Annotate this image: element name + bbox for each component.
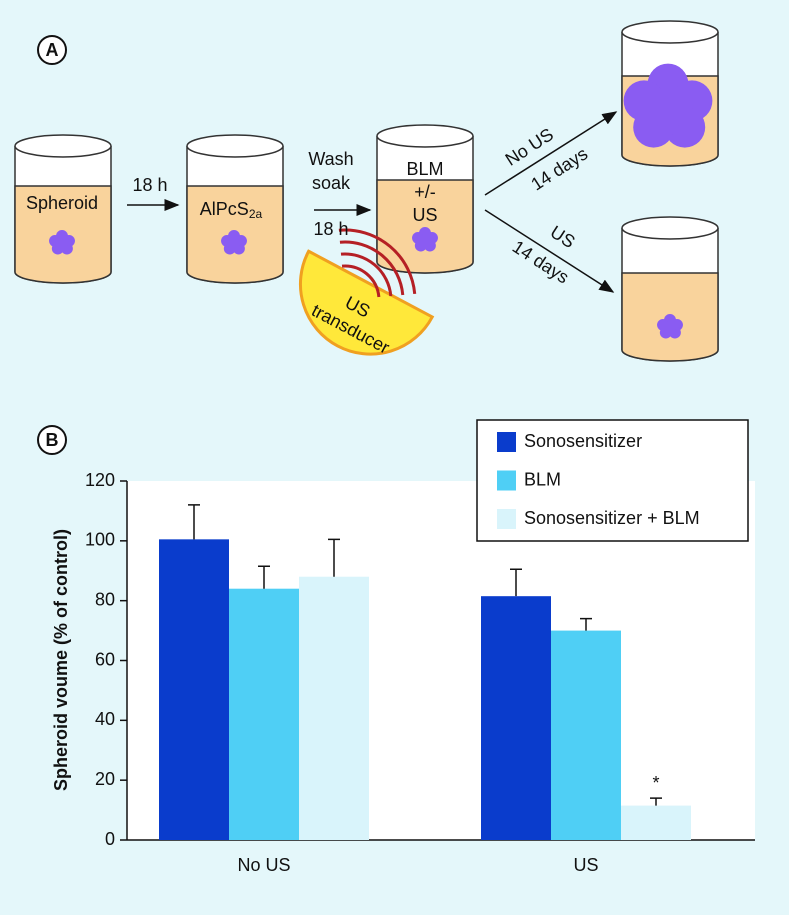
beaker-label: US	[412, 205, 437, 225]
transducer	[298, 249, 435, 356]
ultrasound-wave	[340, 252, 393, 297]
y-tick-label: 0	[105, 829, 115, 849]
diagram-shapes	[14, 20, 719, 362]
beaker-label: Spheroid	[26, 193, 98, 213]
sensitizer-subscript: 2a	[249, 207, 263, 221]
significance-mark: *	[652, 773, 659, 793]
panel-badge	[37, 425, 67, 455]
y-tick-label: 60	[95, 649, 115, 669]
beaker-rim	[621, 20, 719, 44]
panel-label: B	[46, 430, 59, 450]
beaker-rim	[621, 216, 719, 240]
ultrasound-wave	[341, 264, 381, 298]
beaker-label: +/-	[414, 182, 436, 202]
error-bar	[510, 568, 522, 597]
ultrasound-wave	[338, 228, 417, 295]
bar	[159, 539, 229, 840]
spheroid	[56, 237, 68, 249]
step-label: 18 h	[132, 175, 167, 195]
chart: 0 20 40 60 80 100 120 No US US * Sonosensitizer BLM…	[85, 419, 755, 875]
beaker-rim	[376, 124, 474, 148]
y-tick-label: 80	[95, 589, 115, 609]
beaker-rim	[186, 134, 284, 158]
legend-label: Sonosensitizer + BLM	[524, 508, 700, 528]
y-tick-label: 40	[95, 709, 115, 729]
error-bar	[580, 617, 592, 631]
beaker-rim	[14, 134, 112, 158]
step-label: Wash	[308, 149, 353, 169]
panel-label: A	[46, 40, 59, 60]
legend-label: Sonosensitizer	[524, 431, 642, 451]
bar	[481, 596, 551, 840]
panel-badge	[37, 35, 67, 65]
x-tick-label: US	[573, 855, 598, 875]
sensitizer: AlPcS	[200, 199, 249, 219]
spheroid	[419, 234, 431, 246]
ultrasound-wave	[339, 240, 405, 296]
spheroid	[228, 237, 240, 249]
legend-box	[476, 419, 749, 542]
bar	[621, 805, 691, 840]
beaker-label: BLM	[406, 159, 443, 179]
spheroid	[647, 87, 689, 129]
transducer-body	[298, 249, 435, 356]
legend-swatch	[497, 432, 516, 452]
legend-label: BLM	[524, 469, 561, 489]
arrow	[484, 111, 618, 196]
y-tick-label: 120	[85, 470, 115, 490]
step-label: 18 h	[313, 219, 348, 239]
y-tick-label: 100	[85, 530, 115, 550]
legend-swatch	[497, 509, 516, 529]
step-label: soak	[312, 173, 351, 193]
error-bar	[328, 538, 340, 577]
error-bar	[258, 565, 270, 589]
error-bar	[650, 797, 662, 806]
y-tick-label: 20	[95, 769, 115, 789]
bar	[229, 588, 299, 840]
legend-swatch	[497, 470, 516, 491]
spheroid	[664, 321, 676, 333]
beaker-liquid	[376, 179, 474, 274]
y-axis-title: Spheroid voume (% of control)	[51, 529, 71, 791]
arrow	[484, 209, 615, 293]
bar	[551, 630, 621, 840]
beaker-label: AlPcS2a	[200, 199, 263, 221]
error-bar	[188, 504, 200, 540]
x-tick-label: No US	[237, 855, 290, 875]
bar	[299, 576, 369, 840]
